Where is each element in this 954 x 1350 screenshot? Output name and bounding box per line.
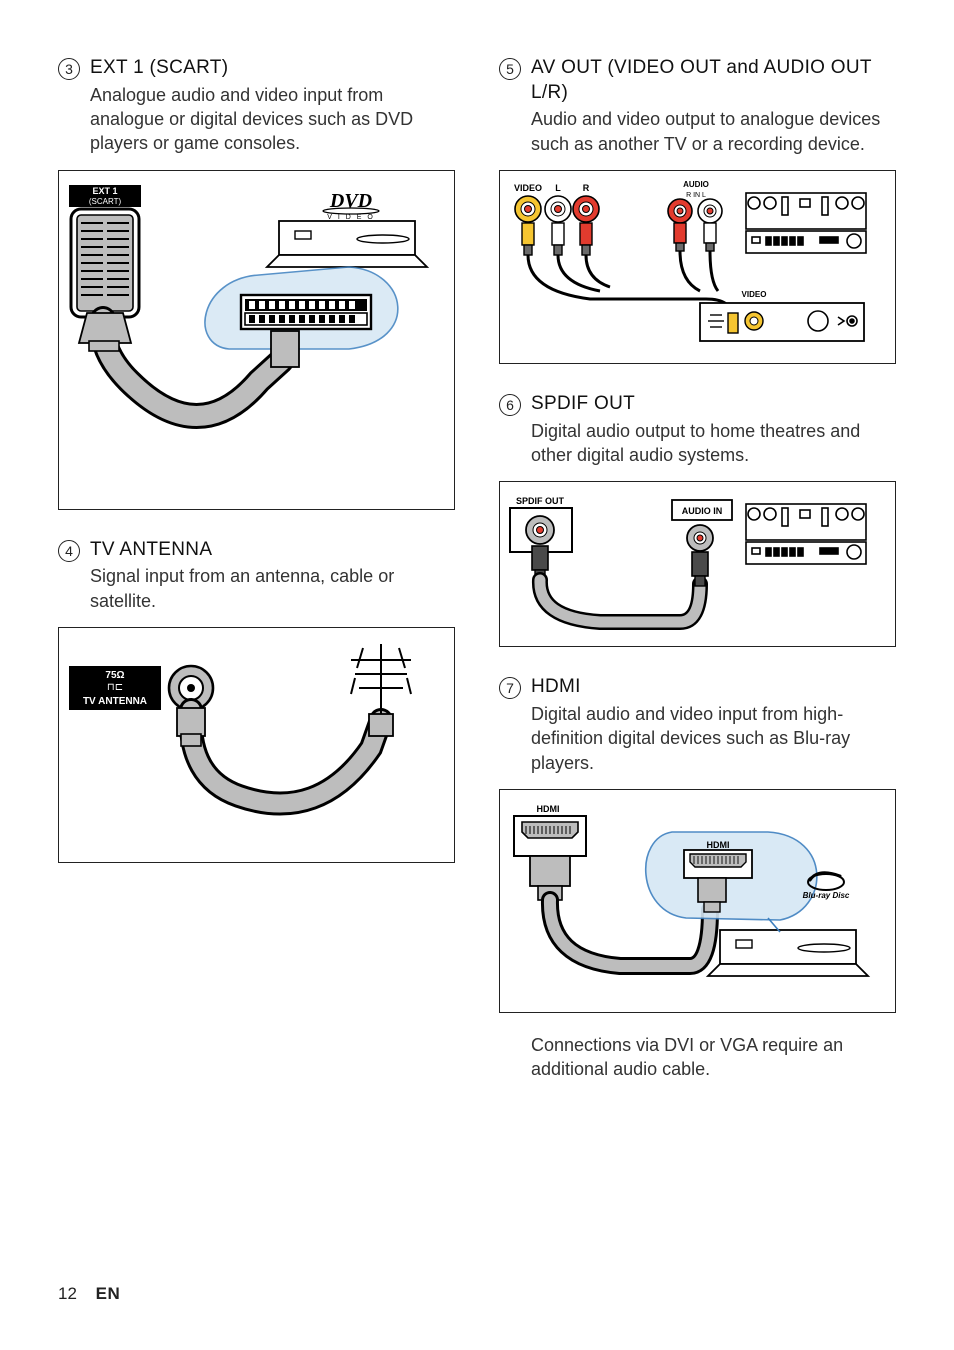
circled-number: 7 — [499, 677, 521, 699]
item-antenna: 4 TV ANTENNA Signal input from an antenn… — [58, 538, 455, 863]
item-text-block: HDMI Digital audio and video input from … — [531, 675, 896, 775]
item-head: 7 HDMI Digital audio and video input fro… — [499, 675, 896, 775]
label-audio-in-sub: R IN L — [686, 192, 706, 199]
item-avout: 5 AV OUT (VIDEO OUT and AUDIO OUT L/R) A… — [499, 56, 896, 364]
item-desc: Audio and video output to analogue devic… — [531, 107, 896, 156]
item-head: 4 TV ANTENNA Signal input from an antenn… — [58, 538, 455, 613]
antenna-label-2: ⊓⊏ — [107, 682, 123, 693]
item-head: 3 EXT 1 (SCART) Analogue audio and video… — [58, 56, 455, 156]
item-text-block: AV OUT (VIDEO OUT and AUDIO OUT L/R) Aud… — [531, 56, 896, 156]
label-audio-in: AUDIO — [683, 180, 709, 189]
circled-number: 3 — [58, 58, 80, 80]
item-desc: Digital audio output to home theatres an… — [531, 419, 896, 468]
left-column: 3 EXT 1 (SCART) Analogue audio and video… — [58, 56, 455, 1109]
item-title: SPDIF OUT — [531, 392, 896, 417]
item-desc: Analogue audio and video input from anal… — [90, 83, 455, 156]
circled-number: 5 — [499, 58, 521, 80]
ext1-port-label-1: EXT 1 — [92, 186, 117, 196]
hdmi-diagram: HDMI HDMI — [499, 789, 896, 1013]
item-title: HDMI — [531, 675, 896, 700]
item-text-block: SPDIF OUT Digital audio output to home t… — [531, 392, 896, 467]
circled-number: 4 — [58, 540, 80, 562]
label-video: VIDEO — [514, 183, 542, 193]
label-video-dev: VIDEO — [742, 290, 767, 299]
antenna-label-3: TV ANTENNA — [83, 696, 147, 707]
page-content: 3 EXT 1 (SCART) Analogue audio and video… — [0, 0, 954, 1109]
label-spdif-out: SPDIF OUT — [516, 496, 565, 506]
ext1-diagram: EXT 1 (SCART) — [58, 170, 455, 510]
dvd-sublabel: V I D E O — [327, 214, 375, 221]
item-ext1: 3 EXT 1 (SCART) Analogue audio and video… — [58, 56, 455, 510]
item-text-block: EXT 1 (SCART) Analogue audio and video i… — [90, 56, 455, 156]
right-column: 5 AV OUT (VIDEO OUT and AUDIO OUT L/R) A… — [499, 56, 896, 1109]
item-spdif: 6 SPDIF OUT Digital audio output to home… — [499, 392, 896, 647]
item-desc: Digital audio and video input from high-… — [531, 702, 896, 775]
antenna-label-1: 75Ω — [105, 670, 124, 681]
item-head: 5 AV OUT (VIDEO OUT and AUDIO OUT L/R) A… — [499, 56, 896, 156]
item-text-block: TV ANTENNA Signal input from an antenna,… — [90, 538, 455, 613]
antenna-diagram: 75Ω ⊓⊏ TV ANTENNA — [58, 627, 455, 863]
ext1-port-label-2: (SCART) — [89, 197, 122, 206]
avout-diagram: VIDEO L R AUDIO — [499, 170, 896, 364]
circled-number: 6 — [499, 394, 521, 416]
bluray-logo: Blu-ray Disc — [803, 891, 850, 900]
label-r: R — [583, 183, 590, 193]
spdif-diagram: SPDIF OUT AUDIO IN — [499, 481, 896, 647]
label-l: L — [555, 183, 561, 193]
language-code: EN — [96, 1284, 121, 1303]
label-hdmi-port: HDMI — [537, 804, 560, 814]
item-hdmi: 7 HDMI Digital audio and video input fro… — [499, 675, 896, 1081]
item-title: AV OUT (VIDEO OUT and AUDIO OUT L/R) — [531, 56, 896, 105]
page-number: 12 — [58, 1284, 77, 1303]
connections-note: Connections via DVI or VGA require an ad… — [531, 1033, 896, 1082]
item-head: 6 SPDIF OUT Digital audio output to home… — [499, 392, 896, 467]
label-audio-in-spdif: AUDIO IN — [682, 506, 723, 516]
page-footer: 12 EN — [58, 1284, 120, 1304]
item-desc: Signal input from an antenna, cable or s… — [90, 564, 455, 613]
item-title: EXT 1 (SCART) — [90, 56, 455, 81]
item-title: TV ANTENNA — [90, 538, 455, 563]
label-hdmi-dev: HDMI — [707, 840, 730, 850]
